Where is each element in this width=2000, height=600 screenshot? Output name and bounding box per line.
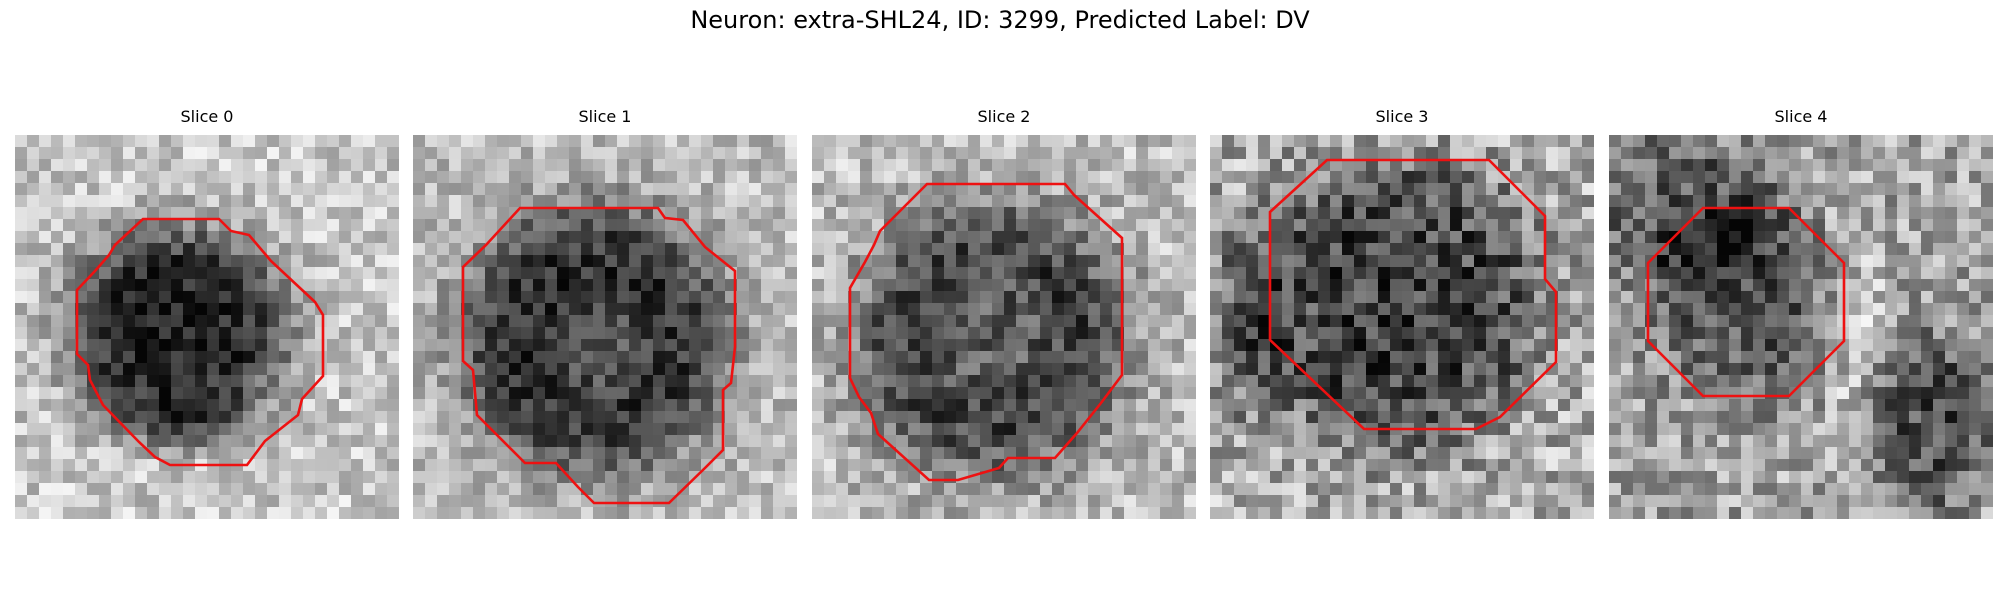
- slice-image-4: [1609, 135, 1993, 519]
- slice-title-0: Slice 0: [180, 107, 234, 126]
- figure-title: Neuron: extra-SHL24, ID: 3299, Predicted…: [690, 6, 1310, 34]
- slice-panel-3: Slice 3: [1210, 107, 1594, 519]
- slice-title-4: Slice 4: [1774, 107, 1828, 126]
- slice-image-0: [15, 135, 399, 519]
- slice-image-3: [1210, 135, 1594, 519]
- slice-panel-0: Slice 0: [15, 107, 399, 519]
- slice-title-3: Slice 3: [1375, 107, 1429, 126]
- slice-title-1: Slice 1: [578, 107, 632, 126]
- roi-contour-1: [461, 206, 737, 505]
- slice-panel-1: Slice 1: [413, 107, 797, 519]
- roi-contour-4: [1646, 206, 1846, 398]
- slice-image-1: [413, 135, 797, 519]
- slice-image-2: [812, 135, 1196, 519]
- slice-panel-4: Slice 4: [1609, 107, 1993, 519]
- slice-title-2: Slice 2: [977, 107, 1031, 126]
- roi-contour-2: [848, 182, 1124, 482]
- slice-panel-2: Slice 2: [812, 107, 1196, 519]
- roi-contour-3: [1268, 158, 1558, 431]
- roi-contour-0: [75, 217, 325, 467]
